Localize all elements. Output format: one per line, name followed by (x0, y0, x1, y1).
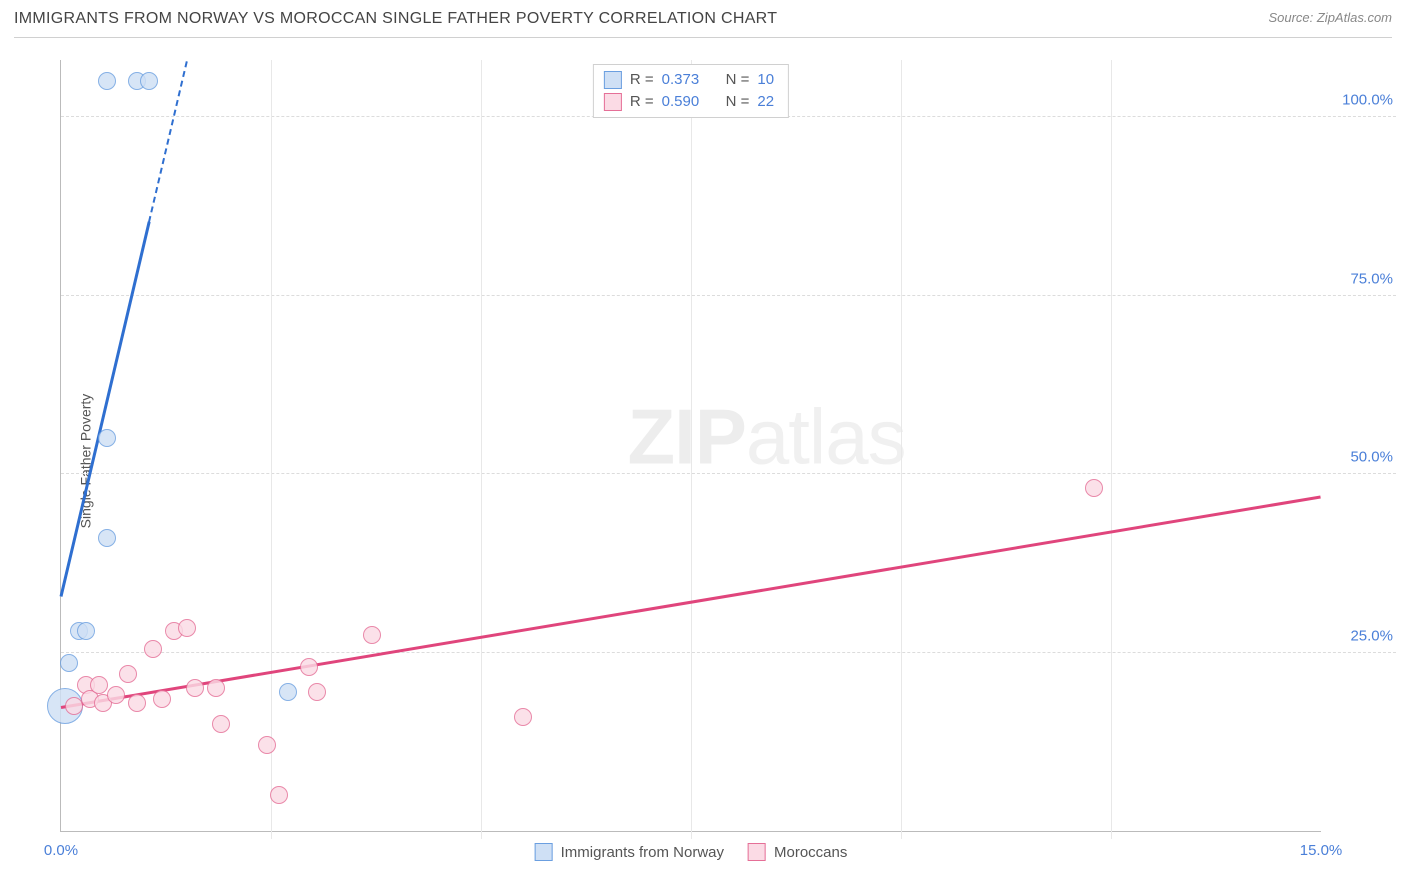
point-moroccans (270, 786, 288, 804)
point-moroccans (186, 679, 204, 697)
legend-series-label: Moroccans (774, 844, 847, 861)
x-tick-label: 0.0% (44, 842, 78, 859)
point-moroccans (258, 736, 276, 754)
point-norway (98, 72, 116, 90)
gridline-v (1111, 60, 1112, 839)
point-moroccans (363, 626, 381, 644)
point-moroccans (1085, 479, 1103, 497)
legend-swatch (748, 843, 766, 861)
point-moroccans (90, 676, 108, 694)
gridline-h (61, 295, 1396, 296)
legend-r-label: R = (630, 91, 654, 113)
gridline-v (691, 60, 692, 839)
chart-title: IMMIGRANTS FROM NORWAY VS MOROCCAN SINGL… (14, 10, 777, 28)
chart-source: Source: ZipAtlas.com (1268, 10, 1392, 25)
legend-n-value: 22 (757, 91, 774, 113)
point-moroccans (178, 619, 196, 637)
y-tick-label: 75.0% (1350, 270, 1393, 287)
point-norway (77, 622, 95, 640)
y-tick-label: 50.0% (1350, 449, 1393, 466)
legend-r-value: 0.590 (662, 91, 718, 113)
point-norway (279, 683, 297, 701)
point-moroccans (119, 665, 137, 683)
legend-stats: R = 0.373 N = 10 R = 0.590 N = 22 (593, 64, 789, 118)
point-moroccans (300, 658, 318, 676)
point-moroccans (212, 715, 230, 733)
point-moroccans (153, 690, 171, 708)
gridline-v (901, 60, 902, 839)
watermark-light: atlas (746, 392, 906, 480)
y-tick-label: 100.0% (1342, 92, 1393, 109)
legend-series-item: Immigrants from Norway (535, 843, 724, 861)
legend-r-value: 0.373 (662, 69, 718, 91)
gridline-v (271, 60, 272, 839)
plot-area: ZIPatlas 25.0%50.0%75.0%100.0%0.0%15.0%R… (60, 60, 1321, 832)
legend-swatch (604, 93, 622, 111)
legend-stats-row: R = 0.590 N = 22 (604, 91, 774, 113)
gridline-v (481, 60, 482, 839)
watermark: ZIPatlas (628, 391, 906, 482)
point-moroccans (128, 694, 146, 712)
legend-n-label: N = (726, 91, 750, 113)
x-tick-label: 15.0% (1300, 842, 1343, 859)
point-moroccans (207, 679, 225, 697)
point-moroccans (308, 683, 326, 701)
legend-series-item: Moroccans (748, 843, 847, 861)
point-norway (60, 654, 78, 672)
legend-r-label: R = (630, 69, 654, 91)
y-tick-label: 25.0% (1350, 627, 1393, 644)
chart-header: IMMIGRANTS FROM NORWAY VS MOROCCAN SINGL… (14, 10, 1392, 38)
legend-series-label: Immigrants from Norway (561, 844, 724, 861)
point-norway (98, 429, 116, 447)
legend-n-label: N = (726, 69, 750, 91)
point-moroccans (514, 708, 532, 726)
point-norway (98, 529, 116, 547)
legend-n-value: 10 (757, 69, 774, 91)
chart-container: Single Father Poverty ZIPatlas 25.0%50.0… (20, 40, 1396, 882)
point-moroccans (144, 640, 162, 658)
point-moroccans (107, 686, 125, 704)
legend-stats-row: R = 0.373 N = 10 (604, 69, 774, 91)
gridline-h (61, 652, 1396, 653)
point-norway (140, 72, 158, 90)
legend-swatch (604, 71, 622, 89)
point-moroccans (65, 697, 83, 715)
watermark-bold: ZIP (628, 392, 746, 480)
legend-swatch (535, 843, 553, 861)
gridline-h (61, 473, 1396, 474)
legend-series: Immigrants from Norway Moroccans (535, 843, 848, 861)
